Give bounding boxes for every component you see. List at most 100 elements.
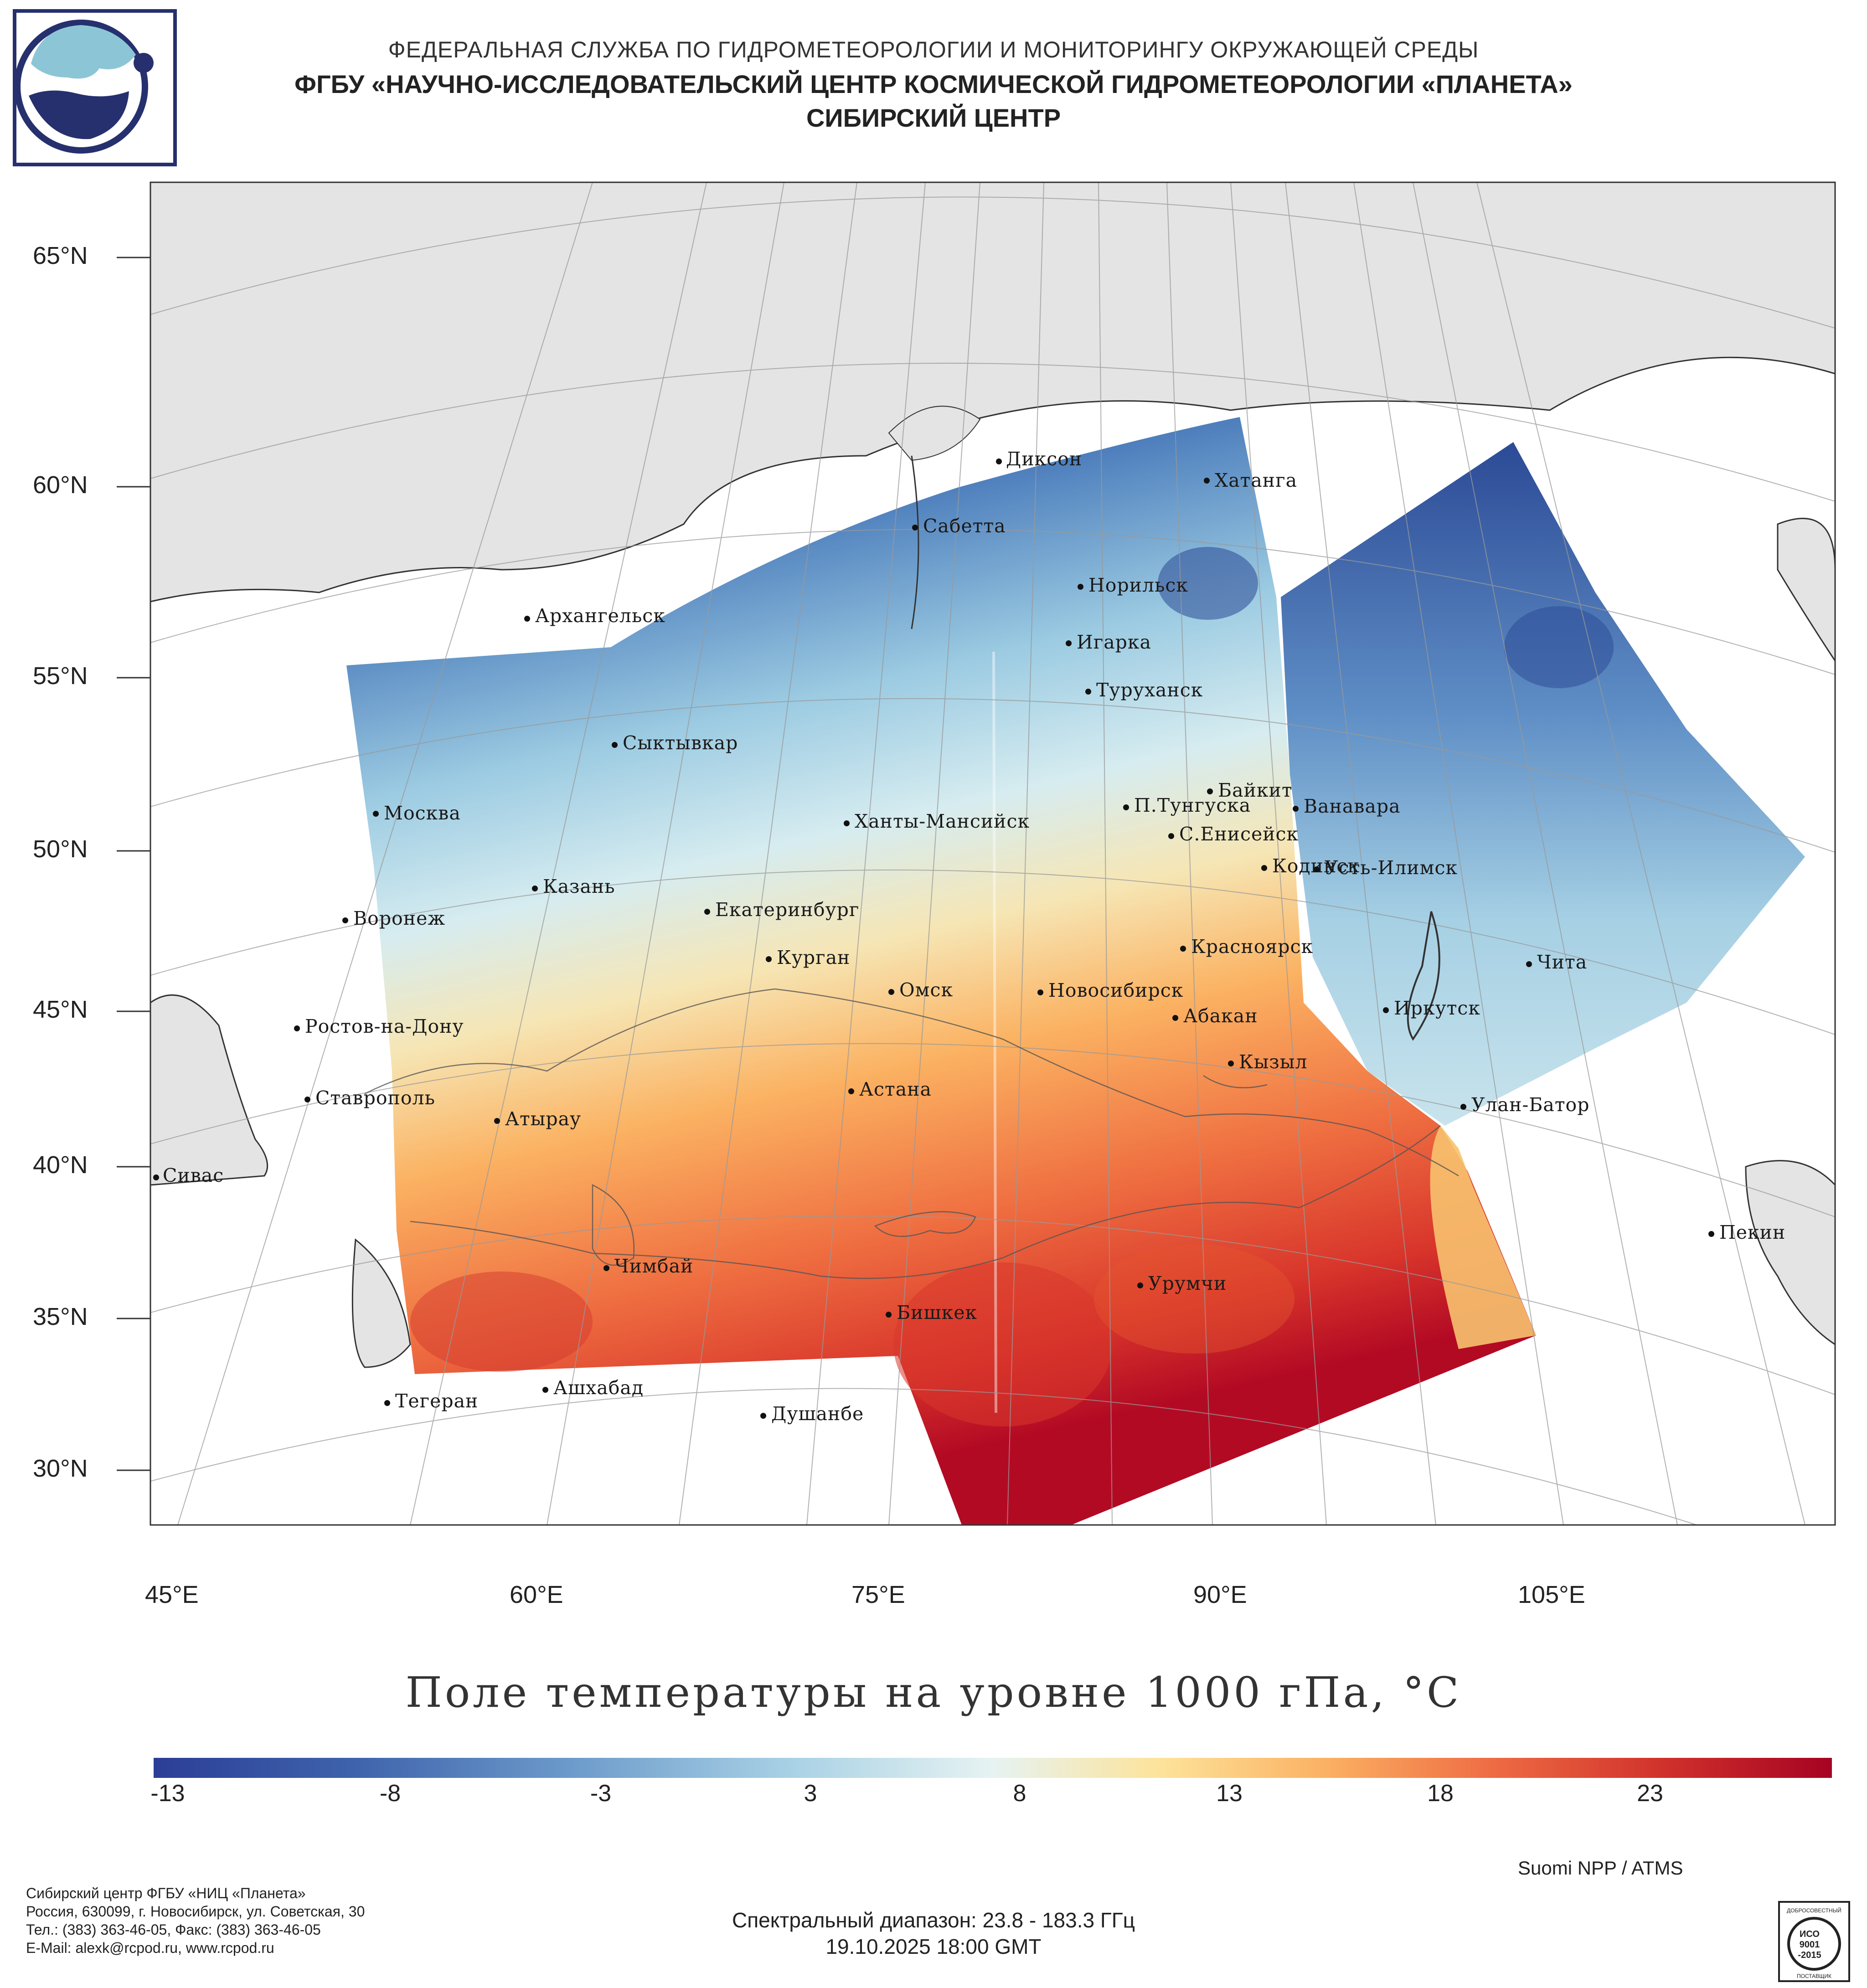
colorbar-tick: 3 bbox=[804, 1780, 817, 1807]
city-dot bbox=[1526, 961, 1532, 967]
city-label: Москва bbox=[384, 802, 461, 824]
city-label: Бишкек bbox=[897, 1302, 978, 1324]
colorbar-tick: -13 bbox=[150, 1780, 185, 1807]
city-dot bbox=[542, 1387, 548, 1393]
badge-number-text: 9001 bbox=[1800, 1940, 1820, 1950]
city-dot bbox=[1207, 788, 1213, 794]
footer-phone: Тел.: (383) 363-46-05, Факс: (383) 363-4… bbox=[26, 1921, 321, 1938]
lake-baikal bbox=[1407, 911, 1440, 1041]
lat-label-30: 30°N bbox=[33, 1455, 88, 1482]
colorbar-tick: 8 bbox=[1013, 1780, 1026, 1807]
badge-bottom-text: ПОСТАВЩИК bbox=[1797, 1973, 1831, 1979]
lat-label-65: 65°N bbox=[33, 242, 88, 269]
colorbar-tick: 23 bbox=[1637, 1780, 1663, 1807]
map-frame-contents bbox=[150, 182, 1835, 1525]
observation-datetime: 19.10.2025 18:00 GMT bbox=[825, 1935, 1042, 1958]
city-label: Абакан bbox=[1183, 1005, 1258, 1027]
city-label: Кызыл bbox=[1239, 1051, 1308, 1073]
city-dot bbox=[612, 742, 618, 748]
city-dot bbox=[1078, 584, 1083, 590]
footer-address: Россия, 630099, г. Новосибирск, ул. Сове… bbox=[26, 1903, 365, 1920]
badge-top-text: ДОБРОСОВЕСТНЫЙ bbox=[1787, 1907, 1841, 1914]
city-dot bbox=[766, 956, 772, 962]
city-dot bbox=[1708, 1231, 1714, 1237]
city-label: Иркутск bbox=[1394, 997, 1481, 1019]
lon-label-90: 90°E bbox=[1193, 1581, 1247, 1608]
lon-label-105: 105°E bbox=[1518, 1581, 1585, 1608]
city-dot bbox=[342, 917, 348, 923]
city-label: Атырау bbox=[505, 1108, 582, 1130]
city-label: Душанбе bbox=[771, 1403, 864, 1425]
city-dot bbox=[1137, 1282, 1143, 1288]
map-title: Поле температуры на уровне 1000 гПа, °C bbox=[405, 1668, 1462, 1717]
city-dot bbox=[1228, 1061, 1234, 1066]
lat-label-35: 35°N bbox=[33, 1303, 88, 1330]
city-label: Тегеран bbox=[395, 1390, 479, 1412]
city-dot bbox=[1314, 866, 1320, 872]
city-dot bbox=[912, 525, 918, 530]
map-frame bbox=[150, 181, 1836, 1526]
city-label: П.Тунгуска bbox=[1134, 794, 1251, 816]
city-label: Сабетта bbox=[923, 515, 1006, 537]
colorbar-tick: 18 bbox=[1427, 1780, 1454, 1807]
city-dot bbox=[1460, 1104, 1466, 1110]
footer-email: E-Mail: alexk@rcpod.ru, www.rcpod.ru bbox=[26, 1940, 274, 1956]
city-dot bbox=[373, 811, 379, 817]
city-dot bbox=[524, 616, 530, 622]
city-dot bbox=[384, 1400, 390, 1406]
city-label: Екатеринбург bbox=[715, 899, 860, 921]
city-label: Ашхабад bbox=[553, 1377, 644, 1399]
lat-label-40: 40°N bbox=[33, 1151, 88, 1179]
city-label: Архангельск bbox=[535, 605, 665, 627]
city-dot bbox=[1037, 989, 1043, 995]
city-dot bbox=[1293, 806, 1299, 812]
lat-label-50: 50°N bbox=[33, 835, 88, 863]
country-borders bbox=[364, 988, 1459, 1279]
lat-label-45: 45°N bbox=[33, 996, 88, 1023]
footer-org: Сибирский центр ФГБУ «НИЦ «Планета» bbox=[26, 1885, 306, 1901]
data-swath-east bbox=[1281, 442, 1805, 1126]
city-label: Байкит bbox=[1218, 779, 1293, 801]
city-label: Астана bbox=[859, 1078, 932, 1100]
city-label: Омск bbox=[899, 979, 954, 1001]
data-swath-west bbox=[346, 417, 1536, 1525]
city-label: Чита bbox=[1537, 951, 1588, 973]
city-dot bbox=[844, 820, 850, 826]
lon-label-75: 75°E bbox=[851, 1581, 905, 1608]
city-dot bbox=[1168, 833, 1174, 839]
city-dot bbox=[704, 909, 710, 915]
city-dot bbox=[603, 1265, 609, 1271]
city-dot bbox=[996, 458, 1002, 464]
badge-year-text: -2015 bbox=[1798, 1950, 1821, 1960]
city-label: Улан-Батор bbox=[1471, 1094, 1590, 1116]
city-dot bbox=[304, 1097, 310, 1102]
city-label: Урумчи bbox=[1148, 1272, 1227, 1294]
lon-label-60: 60°E bbox=[510, 1581, 563, 1608]
city-label: Казань bbox=[543, 876, 615, 897]
colorbar-tick: -3 bbox=[590, 1780, 612, 1807]
city-dot bbox=[1383, 1007, 1389, 1013]
lat-label-60: 60°N bbox=[33, 471, 88, 499]
city-dot bbox=[1085, 689, 1091, 695]
city-dot bbox=[153, 1174, 159, 1180]
city-dot bbox=[1204, 478, 1210, 484]
city-label: Курган bbox=[777, 947, 851, 968]
city-dot bbox=[1261, 865, 1267, 871]
city-label: Туруханск bbox=[1096, 679, 1203, 701]
header-agency: ФЕДЕРАЛЬНАЯ СЛУЖБА ПО ГИДРОМЕТЕОРОЛОГИИ … bbox=[388, 37, 1479, 62]
city-label: Норильск bbox=[1088, 574, 1188, 596]
graticule bbox=[150, 182, 1835, 1525]
lat-label-55: 55°N bbox=[33, 662, 88, 690]
city-label: Диксон bbox=[1006, 448, 1083, 470]
colorbar bbox=[154, 1758, 1832, 1778]
city-label: Пекин bbox=[1719, 1221, 1786, 1243]
city-dot bbox=[848, 1088, 854, 1094]
city-label: Новосибирск bbox=[1048, 979, 1184, 1001]
city-label: Хатанга bbox=[1215, 469, 1298, 491]
lon-label-45: 45°E bbox=[145, 1581, 199, 1608]
city-dot bbox=[532, 886, 538, 891]
city-label: Ванавара bbox=[1304, 795, 1401, 817]
city-dot bbox=[1123, 804, 1129, 810]
iso-badge: ДОБРОСОВЕСТНЫЙ ИСО 9001 -2015 ПОСТАВЩИК bbox=[1778, 1901, 1850, 1982]
